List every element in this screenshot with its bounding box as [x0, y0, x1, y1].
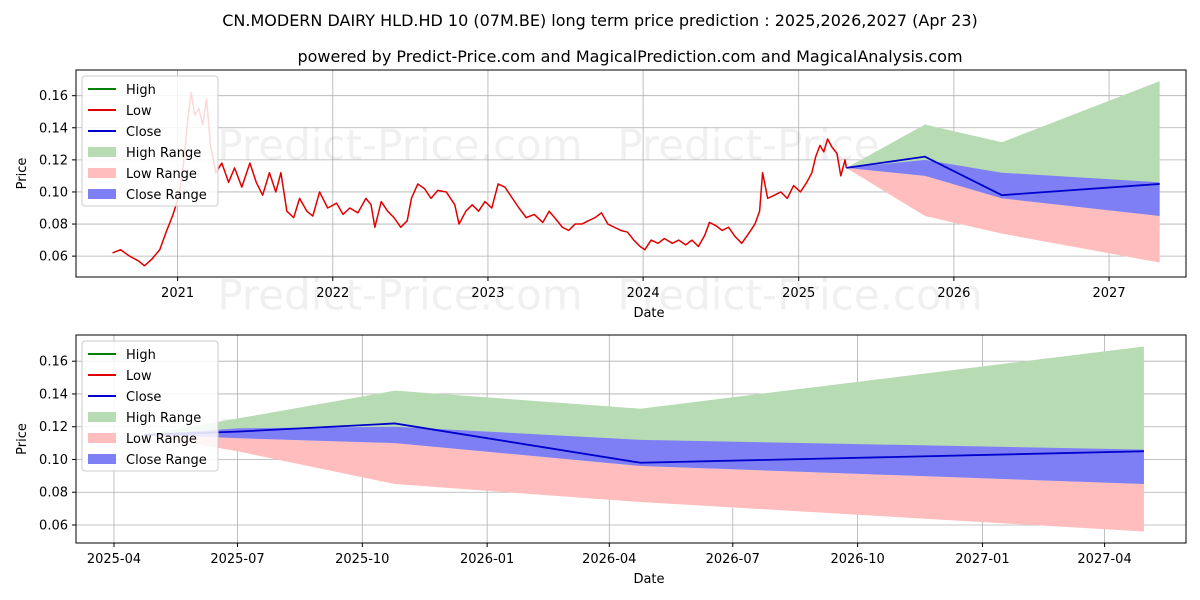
watermark-text: Predict-Price.com [217, 271, 582, 320]
y-tick-label: 0.14 [39, 387, 68, 402]
forecast-close-line [846, 155, 1160, 197]
x-tick-label: 2027 [1093, 286, 1126, 301]
legend-swatch-low_range [88, 168, 116, 178]
legend-swatch-high_range [88, 412, 116, 422]
close-range-band [846, 159, 1160, 217]
bottom-panel: Predict-Price.comPredict-Price.com0.060.… [15, 334, 1187, 587]
legend-label: Low Range [126, 432, 197, 447]
x-tick-label: 2022 [316, 286, 349, 301]
legend-label: Low [126, 104, 152, 119]
legend: High Low Close High Range Low Range Close Ran… [81, 75, 219, 207]
x-tick-label: 2025-04 [87, 552, 141, 567]
price-history-line [112, 91, 848, 267]
y-axis-label: Price [15, 423, 30, 455]
watermark-text: Predict-Price.com [617, 271, 982, 320]
legend-label: Close [126, 390, 161, 405]
y-tick-label: 0.06 [39, 518, 68, 533]
y-tick-label: 0.16 [39, 355, 68, 370]
x-tick-label: 2027-04 [1077, 552, 1131, 567]
y-axis-label: Price [15, 158, 30, 190]
x-axis-label: Date [633, 572, 664, 587]
legend-label: Close [126, 125, 161, 140]
x-tick-label: 2026-07 [706, 552, 760, 567]
chart-title: CN.MODERN DAIRY HLD.HD 10 (07M.BE) long … [222, 11, 978, 30]
x-tick-label: 2025-07 [210, 552, 264, 567]
x-tick-label: 2025-10 [335, 552, 389, 567]
y-tick-label: 0.16 [39, 89, 68, 104]
legend-label: Close Range [126, 188, 207, 203]
legend-label: High [126, 348, 156, 363]
legend-swatch-high_range [88, 147, 116, 157]
top-panel: Predict-Price.com Predict-Price.com Predic… [15, 69, 1187, 321]
legend-swatch-low_range [88, 433, 116, 443]
close-range-band [143, 426, 1144, 485]
legend-label: Low [126, 369, 152, 384]
x-tick-label: 2026-04 [582, 552, 636, 567]
y-tick-label: 0.06 [39, 250, 68, 265]
x-tick-label: 2027-01 [955, 552, 1009, 567]
x-axis-label: Date [633, 306, 664, 321]
legend-label: Low Range [126, 167, 197, 182]
y-tick-label: 0.12 [39, 420, 68, 435]
legend-swatch-close_range [88, 454, 116, 464]
legend-label: High Range [126, 146, 201, 161]
y-tick-label: 0.10 [39, 453, 68, 468]
legend: High Low Close High Range Low Range Close Ran… [81, 340, 219, 472]
y-tick-label: 0.08 [39, 218, 68, 233]
x-tick-label: 2021 [161, 286, 194, 301]
x-tick-label: 2024 [627, 286, 660, 301]
low-range-band [143, 434, 1144, 532]
x-tick-label: 2026-01 [460, 552, 514, 567]
x-tick-label: 2026 [937, 286, 970, 301]
y-tick-label: 0.12 [39, 153, 68, 168]
y-tick-label: 0.10 [39, 185, 68, 200]
y-tick-label: 0.08 [39, 486, 68, 501]
plot-frame [75, 334, 1187, 544]
x-tick-label: 2023 [471, 286, 504, 301]
low-range-band [846, 167, 1160, 263]
legend-label: High Range [126, 411, 201, 426]
x-tick-label: 2025 [782, 286, 815, 301]
x-tick-label: 2026-10 [830, 552, 884, 567]
y-tick-label: 0.14 [39, 121, 68, 136]
plot-frame [75, 69, 1187, 278]
legend-swatch-close_range [88, 189, 116, 199]
legend-label: High [126, 83, 156, 98]
chart-subtitle: powered by Predict-Price.com and Magical… [297, 47, 962, 66]
watermark-text: Predict-Price.com [217, 121, 582, 170]
legend-label: Close Range [126, 453, 207, 468]
